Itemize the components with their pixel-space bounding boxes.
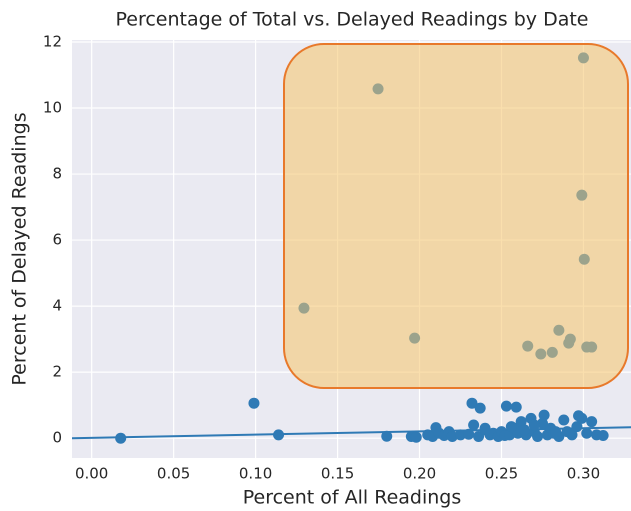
point (550, 426, 562, 438)
x-tick-label: 0.00 (75, 465, 108, 483)
y-axis-label: Percent of Delayed Readings (9, 112, 31, 385)
point (479, 424, 491, 436)
point (586, 416, 598, 428)
x-tick-label: 0.10 (239, 465, 272, 483)
point (474, 402, 486, 414)
point (466, 397, 478, 409)
x-tick-label: 0.05 (157, 465, 190, 483)
point (510, 401, 522, 413)
highlight-box (283, 43, 629, 389)
point (273, 429, 285, 441)
point (581, 427, 593, 439)
point (410, 431, 422, 443)
point (518, 424, 530, 436)
point (455, 429, 467, 441)
point (566, 429, 578, 441)
y-tick-label: 10 (43, 99, 62, 117)
point (505, 421, 517, 433)
x-tick-label: 0.30 (567, 465, 600, 483)
x-tick-label: 0.25 (485, 465, 518, 483)
chart-title: Percentage of Total vs. Delayed Readings… (115, 9, 588, 31)
point (571, 421, 583, 433)
point (536, 417, 548, 429)
point (528, 419, 540, 431)
point (463, 428, 475, 440)
point (381, 430, 393, 442)
point (248, 397, 260, 409)
y-tick-label: 2 (52, 363, 62, 381)
y-tick-label: 0 (52, 429, 62, 447)
y-tick-label: 6 (52, 231, 62, 249)
point (500, 400, 512, 412)
point (597, 430, 609, 442)
x-axis-label: Percent of All Readings (243, 487, 462, 509)
x-tick-label: 0.15 (321, 465, 354, 483)
point (558, 414, 570, 426)
point (515, 416, 527, 428)
point (532, 431, 544, 443)
point (468, 419, 480, 431)
y-tick-label: 12 (43, 32, 62, 50)
y-tick-label: 8 (52, 165, 62, 183)
y-tick-label: 4 (52, 297, 62, 315)
point (115, 432, 127, 444)
point (446, 431, 458, 443)
point (573, 410, 585, 422)
point (538, 409, 550, 421)
x-tick-label: 0.20 (403, 465, 436, 483)
